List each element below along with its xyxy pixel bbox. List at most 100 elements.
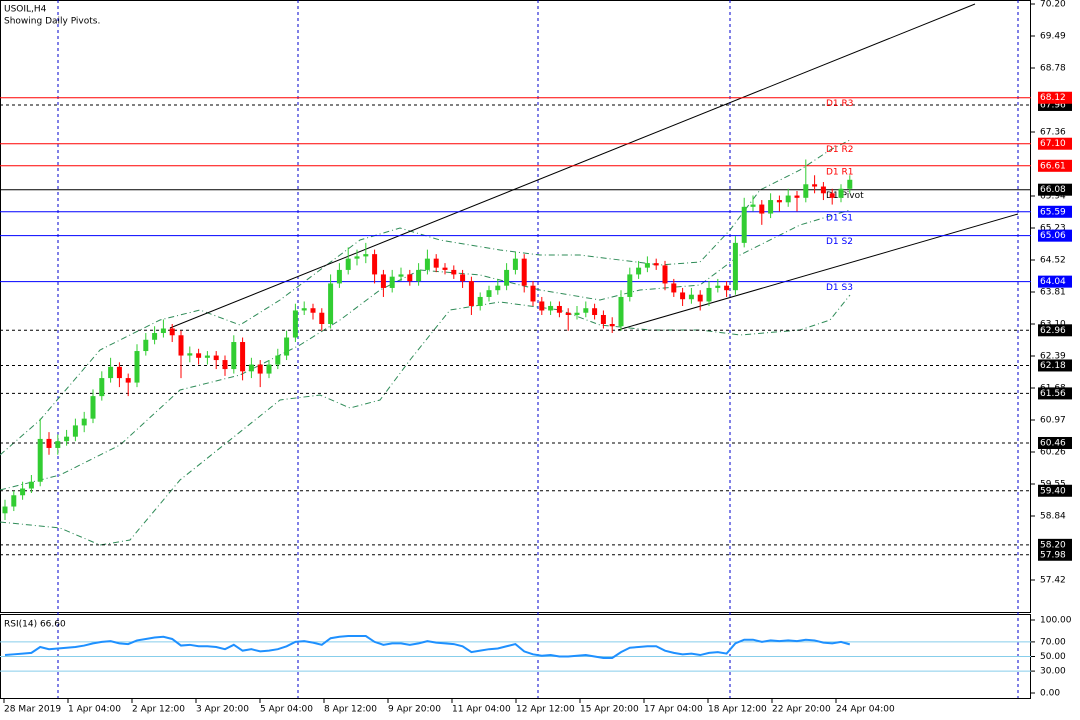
candle-body	[724, 285, 730, 291]
day-separators	[57, 0, 1019, 698]
price-tag-label: 68.12	[1040, 93, 1066, 103]
y-tick-label: 67.36	[1040, 128, 1066, 138]
price-tag	[1038, 324, 1072, 337]
candle-body	[548, 305, 554, 311]
price-tag	[1038, 436, 1072, 449]
candle-body	[477, 296, 483, 306]
y-tick-label: 70.20	[1040, 0, 1066, 10]
pivot-level-name: D1 R1	[826, 167, 854, 177]
candle-body	[671, 283, 677, 293]
rsi-title: RSI(14) 66.60	[4, 620, 66, 630]
x-tick-label: 9 Apr 20:00	[388, 705, 441, 715]
candle-body	[99, 378, 105, 397]
candle-body	[169, 328, 175, 336]
candle-body	[504, 269, 510, 286]
candle-body	[697, 294, 703, 302]
candle-body	[794, 195, 800, 198]
candle-body	[556, 305, 562, 313]
price-tag	[1038, 183, 1072, 196]
candle-body	[521, 258, 527, 286]
candle-body	[46, 438, 52, 448]
candle-body	[706, 287, 712, 302]
pivot-level-name: D1 S2	[826, 237, 853, 247]
price-tag	[1038, 137, 1072, 150]
x-tick-label: 28 Mar 2019	[4, 705, 61, 715]
candle-body	[768, 200, 774, 214]
candle-body	[160, 328, 166, 334]
rsi-y-tick-label: 30.00	[1040, 667, 1066, 677]
candle-body	[125, 378, 131, 383]
candle-body	[266, 364, 272, 374]
candle-body	[820, 186, 826, 194]
y-tick-label: 57.42	[1040, 576, 1066, 586]
candle-body	[363, 254, 369, 257]
price-tag	[1038, 275, 1072, 288]
x-tick-label: 1 Apr 04:00	[68, 705, 121, 715]
price-tag-label: 58.20	[1040, 540, 1066, 550]
candle-body	[759, 204, 765, 214]
candle-body	[653, 263, 659, 266]
candle-body	[565, 312, 571, 315]
candle-body	[574, 312, 580, 315]
chart-subtitle: Showing Daily Pivots.	[4, 17, 100, 27]
price-tag-label: 64.04	[1040, 277, 1066, 287]
candle-body	[143, 339, 149, 352]
candle-body	[512, 258, 518, 270]
pivot-level-name: D1 Pivot	[826, 191, 864, 201]
price-tag-label: 66.61	[1040, 161, 1066, 171]
candle-body	[231, 342, 237, 370]
candle-body	[64, 436, 70, 442]
x-tick-label: 11 Apr 04:00	[452, 705, 511, 715]
candle-body	[37, 438, 43, 482]
candle-body	[292, 310, 298, 338]
x-tick-label: 22 Apr 20:00	[772, 705, 831, 715]
candle-body	[688, 294, 694, 300]
pivot-level-name: D1 S1	[826, 213, 853, 223]
candle-body	[240, 342, 246, 372]
rsi-y-tick-label: 100.00	[1040, 616, 1072, 626]
y-tick-label: 63.81	[1040, 288, 1066, 298]
price-tag-label: 60.46	[1040, 438, 1066, 448]
candle-body	[187, 353, 193, 356]
price-panel	[0, 0, 1031, 613]
candle-body	[424, 258, 430, 270]
y-tick-label: 65.94	[1040, 192, 1066, 202]
rsi-y-tick-label: 0.00	[1040, 689, 1060, 699]
candle-body	[20, 488, 26, 496]
y-tick-label: 60.26	[1040, 448, 1066, 458]
candle-body	[495, 285, 501, 291]
candle-body	[222, 360, 228, 370]
y-tick-label: 58.84	[1040, 512, 1066, 522]
candle-body	[152, 333, 158, 340]
candle-body	[398, 274, 404, 277]
candle-body	[336, 269, 342, 284]
price-tag	[1038, 229, 1072, 242]
candle-body	[785, 195, 791, 203]
candle-body	[310, 308, 316, 313]
candle-body	[732, 242, 738, 291]
candle-body	[196, 353, 202, 358]
candle-body	[204, 355, 210, 358]
candle-body	[275, 355, 281, 365]
rsi-line	[4, 635, 851, 659]
candle-body	[468, 281, 474, 306]
price-tag	[1038, 91, 1072, 104]
candle-body	[284, 337, 290, 356]
candle-body	[829, 193, 835, 198]
price-tag-label: 65.59	[1040, 207, 1066, 217]
candle-body	[178, 335, 184, 356]
price-tag-label: 61.56	[1040, 389, 1066, 399]
y-tick-label: 62.39	[1040, 352, 1066, 362]
candle-body	[389, 276, 395, 288]
candle-body	[812, 184, 818, 187]
rsi-y-tick-label: 50.00	[1040, 652, 1066, 662]
price-tag-label: 67.96	[1040, 100, 1066, 110]
price-tag	[1038, 484, 1072, 497]
price-tag-label: 57.98	[1040, 550, 1066, 560]
price-tag	[1038, 159, 1072, 172]
candle-body	[530, 285, 536, 302]
candle-body	[715, 285, 721, 288]
candle-body	[319, 312, 325, 324]
candle-body	[636, 267, 642, 275]
